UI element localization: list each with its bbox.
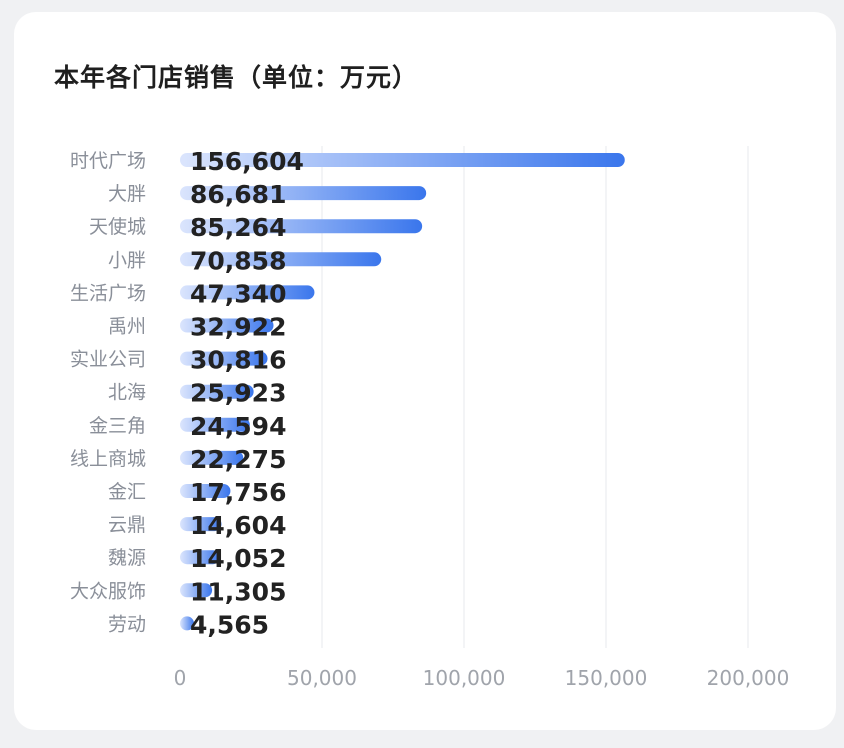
chart-card: 本年各门店销售（单位：万元） (14, 12, 836, 730)
bar (180, 550, 220, 565)
category-label: 大胖 (108, 183, 146, 205)
category-label: 天使城 (89, 216, 146, 238)
value-labels: 156,604 86,681 85,264 70,858 47,340 32,922 30,… (190, 147, 304, 639)
category-label: 北海 (108, 382, 146, 404)
value-label: 11,305 (190, 577, 286, 606)
category-label: 禹州 (108, 316, 146, 338)
value-label: 70,858 (190, 246, 286, 275)
value-label: 24,594 (190, 412, 286, 441)
bar (180, 219, 423, 234)
value-label: 85,264 (190, 213, 286, 242)
bar (180, 616, 194, 631)
bar (180, 517, 222, 532)
x-tick-label: 0 (174, 666, 187, 690)
x-tick-label: 200,000 (707, 666, 790, 690)
category-label: 金汇 (108, 481, 146, 503)
bar (180, 153, 625, 167)
bar (180, 583, 213, 598)
category-labels: 时代广场大胖天使城小胖生活广场禹州实业公司北海金三角线上商城金汇云鼎魏源大众服饰… (70, 150, 146, 635)
x-axis-ticks: 0 50,000 100,000 150,000 200,000 (174, 666, 790, 690)
x-tick-label: 150,000 (565, 666, 648, 690)
bar (180, 252, 382, 267)
bar (180, 450, 244, 465)
category-label: 金三角 (89, 415, 146, 437)
category-label: 小胖 (108, 249, 146, 271)
value-label: 14,052 (190, 544, 286, 573)
bar (180, 484, 231, 498)
bar (180, 384, 254, 399)
value-label: 86,681 (190, 180, 286, 209)
value-label: 17,756 (190, 478, 286, 507)
category-label: 云鼎 (108, 514, 146, 536)
bar (180, 318, 274, 333)
category-label: 大众服饰 (70, 580, 146, 602)
category-label: 时代广场 (70, 150, 146, 172)
x-tick-label: 50,000 (287, 666, 357, 690)
x-tick-label: 100,000 (423, 666, 506, 690)
value-label: 14,604 (190, 511, 286, 540)
category-label: 魏源 (108, 547, 146, 569)
value-label: 47,340 (190, 279, 286, 308)
bars (180, 153, 625, 631)
value-label: 32,922 (190, 313, 286, 342)
bar (180, 186, 427, 201)
category-label: 线上商城 (70, 448, 146, 470)
chart-title: 本年各门店销售（单位：万元） (54, 63, 419, 92)
value-label: 4,565 (190, 610, 269, 639)
bar (180, 285, 315, 300)
category-label: 劳动 (108, 613, 146, 635)
value-label: 156,604 (190, 147, 304, 176)
bar (180, 417, 250, 432)
category-label: 生活广场 (70, 282, 146, 304)
value-label: 30,816 (190, 346, 286, 375)
bar (180, 351, 268, 366)
value-label: 22,275 (190, 445, 286, 474)
category-label: 实业公司 (70, 349, 146, 371)
value-label: 25,923 (190, 379, 286, 408)
